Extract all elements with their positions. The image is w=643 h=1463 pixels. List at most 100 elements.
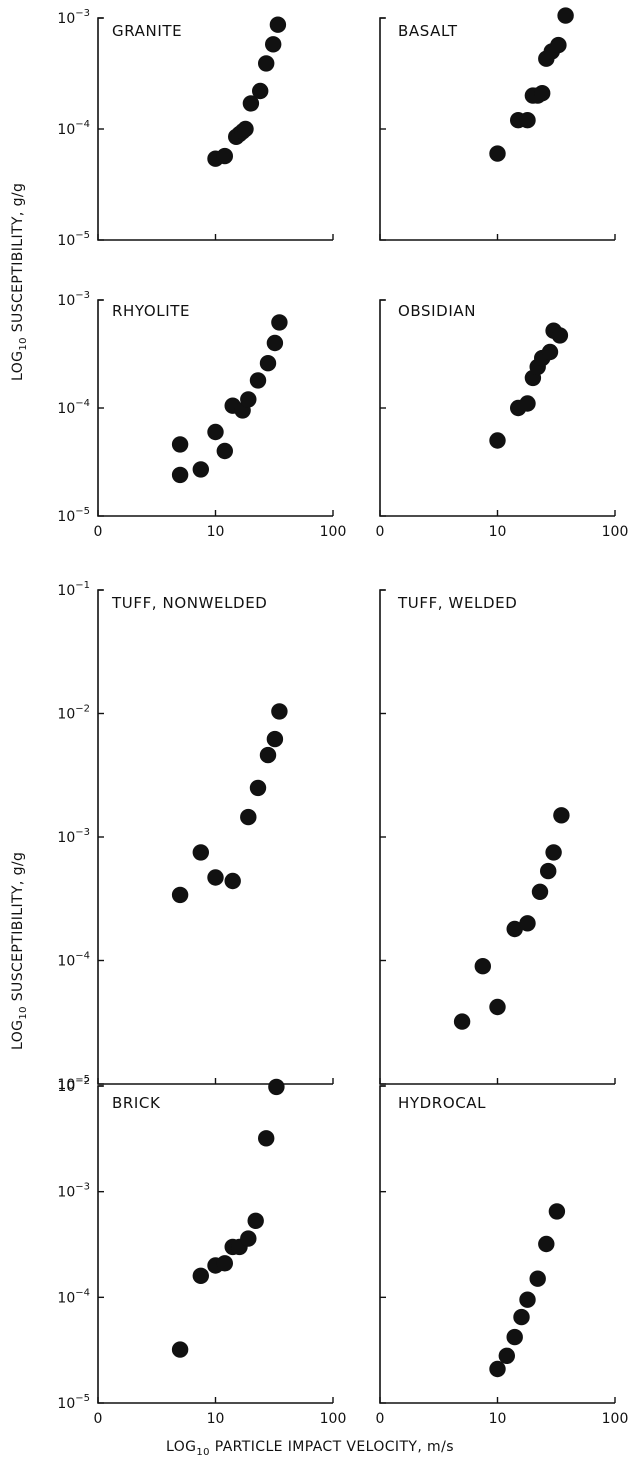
hydrocal-xtick-label: 100: [602, 1411, 629, 1427]
hydrocal-axes: [379, 1085, 615, 1404]
tuff-nonwelded-ytick-label: 10−4: [57, 951, 90, 970]
basalt-point: [534, 85, 551, 102]
rhyolite-xtick-label: 100: [320, 524, 347, 540]
hydrocal-point: [489, 1360, 506, 1378]
tuff-nonwelded-point: [240, 808, 257, 826]
obsidian-xtick-label: 100: [602, 524, 629, 540]
hydrocal-title: HYDROCAL: [398, 1094, 486, 1112]
obsidian-axes: [379, 299, 615, 517]
brick-xtick-label: 0: [94, 1411, 103, 1427]
obsidian-point: [489, 432, 506, 449]
rhyolite-axes: [97, 299, 333, 517]
hydrocal-point: [513, 1308, 530, 1326]
tuff-nonwelded-point: [266, 730, 284, 748]
tuff-welded-point: [453, 1013, 471, 1030]
hydrocal-point: [506, 1328, 523, 1346]
granite-point: [237, 120, 254, 138]
tuff-welded-point: [489, 998, 506, 1016]
brick-title: BRICK: [112, 1094, 161, 1112]
granite-title: GRANITE: [112, 22, 182, 40]
basalt-point: [550, 36, 567, 54]
rhyolite-point: [216, 442, 233, 460]
basalt-point: [519, 112, 536, 129]
basalt-axes: [379, 17, 615, 241]
tuff-welded-point: [474, 958, 491, 975]
panel-obsidian: 0 10 100 OBSIDIAN: [376, 299, 629, 540]
tuff-welded-point: [506, 920, 523, 938]
basalt-point: [489, 145, 506, 162]
brick-point: [216, 1255, 233, 1272]
basalt-point: [557, 7, 574, 24]
panel-granite: 10−5 10−4 10−3 GRANITE: [57, 8, 334, 249]
hydrocal-xtick-label: 0: [376, 1411, 385, 1427]
brick-point: [240, 1230, 257, 1247]
rhyolite-point: [259, 355, 277, 372]
tuff-nonwelded-point: [224, 872, 241, 890]
granite-ytick-label: 10−4: [57, 119, 90, 138]
obsidian-point: [519, 395, 536, 412]
obsidian-xtick-label: 0: [376, 524, 385, 540]
tuff-nonwelded-axes: [97, 589, 333, 1085]
y-axis-label-bottom: LOG10 SUSCEPTIBILITY, g/g: [10, 852, 29, 1050]
brick-point: [171, 1341, 189, 1358]
tuff-nonwelded-point: [259, 746, 277, 764]
tuff-nonwelded-point: [249, 779, 267, 797]
obsidian-point: [541, 343, 559, 361]
brick-point: [247, 1212, 264, 1230]
tuff-nonwelded-point: [271, 703, 288, 720]
brick-xtick-label: 10: [207, 1411, 225, 1427]
tuff-welded-title: TUFF, WELDED: [397, 594, 517, 612]
granite-axes: [97, 17, 333, 241]
brick-point: [258, 1130, 275, 1147]
brick-point: [268, 1078, 285, 1096]
panel-hydrocal: 0 10 100 HYDROCAL: [376, 1085, 629, 1427]
rhyolite-point: [171, 436, 189, 453]
panel-brick: 0 10 100 10−5 10−4 10−3 10−2 BRICK: [57, 1076, 346, 1427]
tuff-nonwelded-point: [171, 886, 189, 904]
tuff-welded-point: [553, 807, 570, 824]
hydrocal-point: [548, 1203, 566, 1220]
tuff-welded-point: [545, 844, 562, 861]
granite-point: [269, 16, 287, 33]
panel-tuff-welded: TUFF, WELDED: [379, 589, 616, 1085]
brick-ytick-label: 10−5: [57, 1393, 90, 1412]
granite-point: [265, 36, 282, 53]
brick-xtick-label: 100: [320, 1411, 347, 1427]
rhyolite-point: [240, 391, 257, 408]
tuff-nonwelded-point: [192, 844, 209, 861]
panel-rhyolite: 0 10 100 10−5 10−4 10−3 RHYOLITE: [57, 290, 346, 540]
obsidian-xtick-label: 10: [489, 524, 507, 540]
x-axis-label: LOG10 PARTICLE IMPACT VELOCITY, m/s: [166, 1439, 454, 1458]
granite-point: [252, 82, 269, 100]
granite-ytick-label: 10−3: [57, 8, 90, 27]
rhyolite-point: [249, 372, 267, 389]
rhyolite-point: [192, 461, 209, 478]
rhyolite-xtick-label: 0: [94, 524, 103, 540]
tuff-welded-point: [540, 862, 557, 880]
tuff-nonwelded-point: [207, 869, 224, 886]
basalt-title: BASALT: [398, 22, 458, 40]
y-axis-label-top: LOG10 SUSCEPTIBILITY, g/g: [10, 183, 29, 381]
rhyolite-point: [271, 314, 288, 331]
rhyolite-point: [266, 334, 284, 352]
tuff-welded-point: [519, 915, 536, 932]
brick-ytick-label: 10−2: [57, 1076, 90, 1095]
rhyolite-ytick-label: 10−4: [57, 398, 90, 417]
brick-point: [192, 1267, 209, 1285]
obsidian-title: OBSIDIAN: [398, 302, 476, 320]
tuff-nonwelded-title: TUFF, NONWELDED: [111, 594, 267, 612]
rhyolite-point: [207, 423, 224, 441]
rhyolite-title: RHYOLITE: [112, 302, 190, 320]
tuff-nonwelded-ytick-label: 10−3: [57, 827, 90, 846]
obsidian-point: [551, 327, 569, 344]
rhyolite-ytick-label: 10−5: [57, 506, 90, 525]
brick-ytick-label: 10−4: [57, 1287, 90, 1306]
rhyolite-ytick-label: 10−3: [57, 290, 90, 309]
hydrocal-point: [519, 1291, 536, 1308]
tuff-nonwelded-ytick-label: 10−1: [57, 580, 90, 599]
granite-point: [242, 95, 260, 112]
rhyolite-xtick-label: 10: [207, 524, 225, 540]
